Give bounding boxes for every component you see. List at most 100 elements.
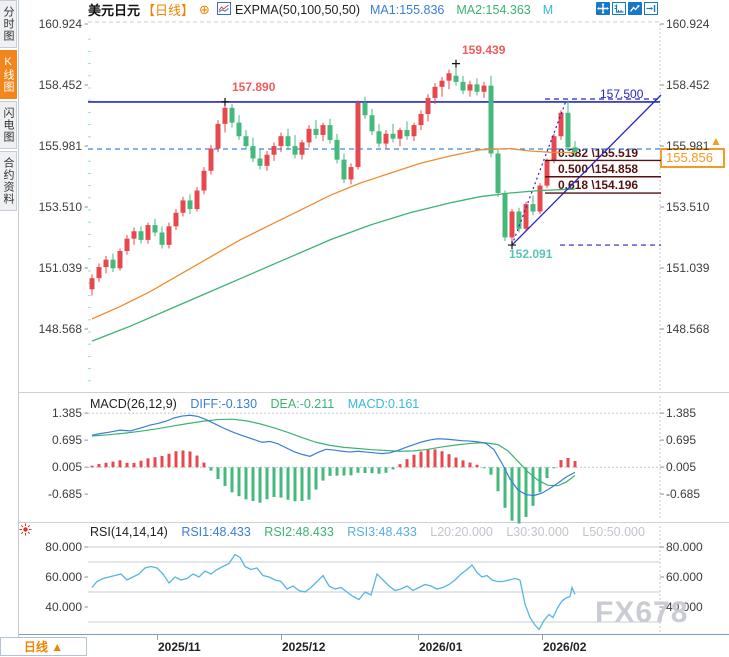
macd-hist-bar: [181, 450, 185, 468]
candle: [544, 160, 550, 186]
candle: [299, 142, 305, 155]
rsi-settings-icon[interactable]: [19, 523, 32, 541]
axis-scale-tool-icon[interactable]: [612, 2, 626, 15]
candle: [145, 225, 151, 240]
macd-hist-bar: [538, 467, 542, 493]
candle: [243, 136, 249, 147]
candle: [453, 75, 459, 82]
y-axis-label: 153.510: [39, 200, 83, 214]
rsi1-value: RSI1:48.433: [181, 525, 251, 539]
macd-hist-bar: [223, 467, 227, 486]
candle: [446, 73, 452, 81]
macd-hist-bar: [300, 467, 304, 501]
y-axis-label: 153.510: [666, 200, 710, 214]
candle: [201, 170, 207, 191]
macd-hist-bar: [202, 462, 206, 468]
detach-window-tool-icon[interactable]: [644, 2, 658, 15]
candle: [124, 238, 130, 252]
chart-type-sidebar: 分时图 K线图 闪电图 合约资料: [0, 0, 19, 637]
candles-layer: [89, 63, 578, 296]
sidebar-tab-time-chart[interactable]: 分时图: [0, 0, 17, 48]
macd-hist-bar: [391, 467, 395, 470]
macd-hist-bar: [384, 467, 388, 473]
macd-hist-bar: [503, 467, 507, 508]
macd-hist-bar: [524, 467, 528, 517]
sidebar-tab-kline-chart[interactable]: K线图: [0, 50, 17, 99]
candle: [222, 107, 228, 124]
macd-hist-bar: [377, 467, 381, 474]
chart-header: 美元日元 【日线】 ⊕ EXPMA(50,100,50,50) MA1:155.…: [88, 1, 553, 18]
candle: [166, 226, 172, 245]
month-label: 2025/12: [282, 640, 326, 654]
macd-hist-bar: [188, 451, 192, 468]
candle: [215, 123, 221, 149]
candle: [264, 154, 270, 166]
macd-hist-bar: [363, 467, 367, 473]
macd-hist-bar: [321, 467, 325, 481]
candle: [502, 192, 508, 238]
macd-hist-bar: [195, 455, 199, 468]
fib-500-label: 0.500 \154.858: [558, 162, 639, 176]
period-selector[interactable]: 日线 ▲: [0, 637, 87, 656]
candle: [369, 115, 375, 132]
candle: [96, 267, 102, 279]
mini-chart-icon[interactable]: [216, 1, 231, 18]
move-tool-icon[interactable]: [596, 2, 610, 15]
ma1-value: MA1:155.836: [370, 2, 445, 17]
month-tick: [157, 635, 158, 640]
price-up-arrow-icon: ▲: [710, 134, 722, 148]
sidebar-tab-lightning-chart[interactable]: 闪电图: [0, 101, 17, 149]
macd-hist-bar: [230, 467, 234, 493]
ma2-value: MA2:154.363: [456, 2, 531, 17]
rsi-l50: L50:50.000: [582, 525, 645, 539]
y-axis-label: 148.568: [39, 322, 83, 336]
indicator-settings-icon[interactable]: ⊕: [199, 1, 210, 17]
macd-hist-bar: [139, 460, 143, 468]
macd-hist-bar: [461, 460, 465, 468]
macd-hist-bar: [104, 462, 108, 468]
diff-line: [91, 414, 576, 497]
macd-hist-bar: [265, 467, 269, 500]
candle: [523, 204, 529, 229]
macd-macd-value: MACD:0.161: [347, 397, 420, 411]
ma1-line: [91, 147, 576, 320]
macd-hist-bar: [216, 467, 220, 480]
sidebar-tab-contract-info[interactable]: 合约资料: [0, 151, 17, 211]
macd-hist-bar: [559, 460, 563, 468]
candle: [257, 158, 263, 166]
y-axis-label: -0.685: [666, 487, 700, 501]
month-label: 2025/11: [158, 640, 201, 654]
candle: [117, 251, 123, 269]
candle: [229, 107, 235, 123]
macd-hist-bar: [489, 467, 493, 475]
x-axis-line: [18, 634, 729, 635]
macd-hist-bar: [475, 464, 479, 468]
macd-hist-bar: [258, 467, 262, 503]
macd-hist-bar: [90, 465, 94, 468]
macd-hist-bar: [412, 454, 416, 468]
macd-hist-bar: [433, 449, 437, 468]
candle: [173, 212, 179, 227]
macd-hist-bar: [482, 467, 486, 469]
macd-hist-bar: [440, 451, 444, 468]
candle: [159, 232, 165, 245]
macd-hist-bar: [447, 454, 451, 468]
candle: [383, 133, 389, 144]
candle: [425, 97, 431, 114]
y-axis-label: 80.000: [45, 540, 82, 554]
y-axis-label: 158.452: [39, 78, 83, 92]
month-label: 2026/01: [419, 640, 463, 654]
ma3-value: M: [542, 2, 554, 17]
candle: [481, 85, 487, 92]
macd-hist-bar: [279, 467, 283, 498]
macd-hist-bar: [566, 457, 570, 468]
panel-divider-rsi: [18, 522, 729, 523]
y-axis-label: 40.000: [45, 600, 82, 614]
candle: [474, 84, 480, 92]
trend-draw-tool-icon[interactable]: [628, 2, 642, 15]
macd-hist-bar: [146, 458, 150, 468]
macd-hist-bar: [405, 459, 409, 468]
macd-hist-bar: [496, 467, 500, 492]
